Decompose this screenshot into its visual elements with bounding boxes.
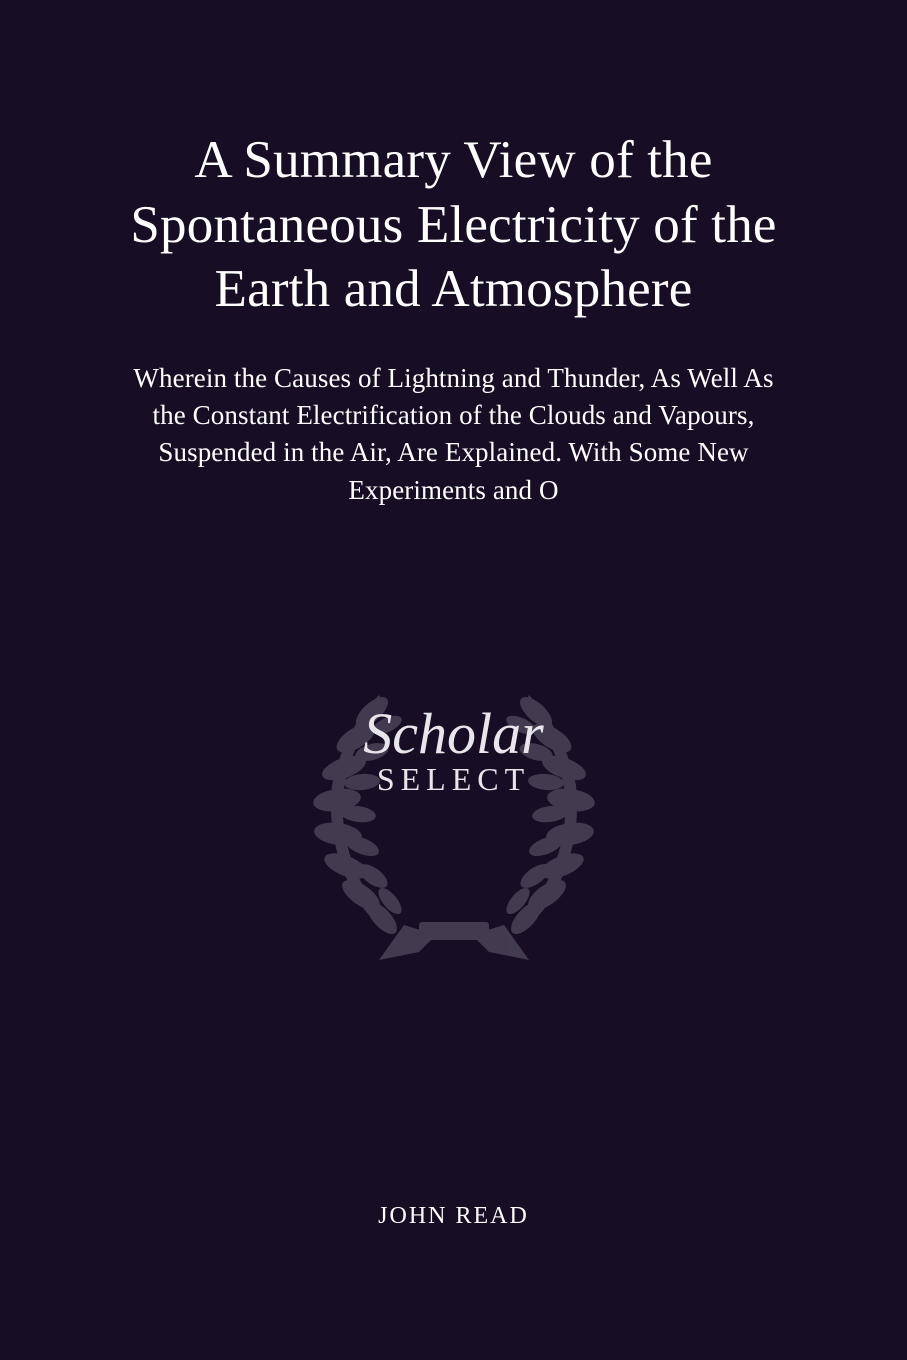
emblem-text: Scholar SELECT [264,705,644,798]
book-author: JOHN READ [0,1203,907,1230]
book-cover: A Summary View of the Spontaneous Electr… [0,0,907,1360]
book-subtitle: Wherein the Causes of Lightning and Thun… [0,322,907,509]
scholar-select-emblem: Scholar SELECT [264,640,644,970]
laurel-wreath-icon [264,640,644,970]
book-title: A Summary View of the Spontaneous Electr… [0,0,907,322]
emblem-select-text: SELECT [264,761,644,798]
emblem-scholar-text: Scholar [264,705,644,763]
